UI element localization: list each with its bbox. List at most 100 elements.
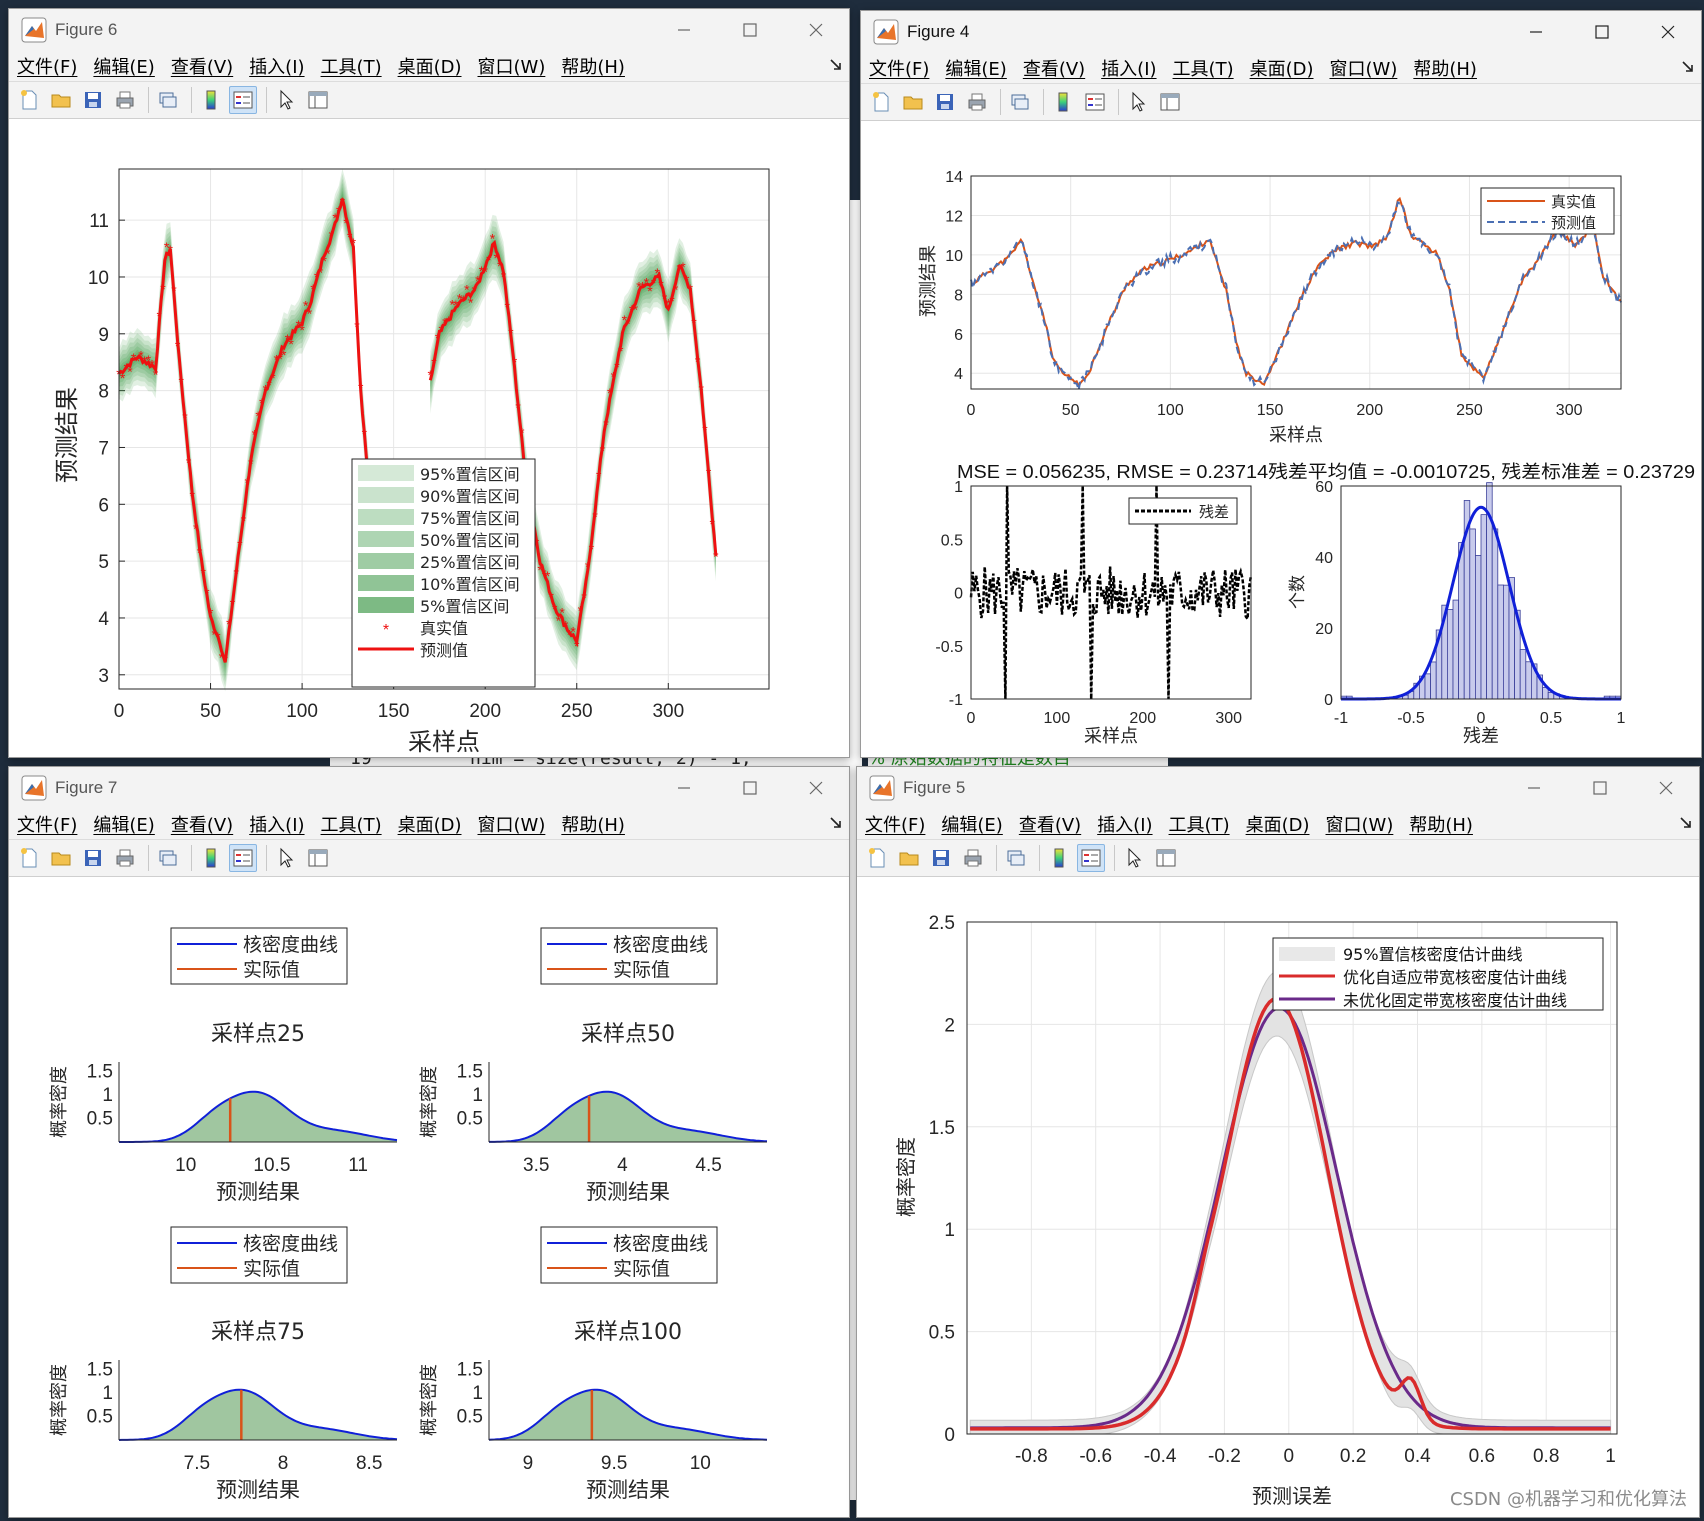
figure7-plot-area[interactable]: 核密度曲线 实际值 采样点25 0.5 1 1.5 10 10.5 11 预测结果 概率密度 核密度曲… xyxy=(9,877,849,1517)
menu-file[interactable]: 文件(F) xyxy=(17,815,78,836)
property-inspector-button[interactable] xyxy=(1156,88,1184,116)
colorbar-button[interactable] xyxy=(197,844,225,872)
menu-tools[interactable]: 工具(T) xyxy=(320,815,382,836)
open-file-button[interactable] xyxy=(895,844,923,872)
print-button[interactable] xyxy=(111,86,139,114)
new-figure-button[interactable] xyxy=(863,844,891,872)
menu-view[interactable]: 查看(V) xyxy=(170,57,234,78)
figure6-plot-area[interactable]: * * * * * * * * * * * * * * * * * * * * * * * * * * * * * * * * * * * * * * * *… xyxy=(9,119,849,757)
maximize-button[interactable] xyxy=(1567,767,1633,809)
close-button[interactable] xyxy=(783,767,849,809)
property-inspector-button[interactable] xyxy=(1152,844,1180,872)
figure5-window[interactable]: Figure 5 文件(F) 编辑(E) 查看(V) 插入(I) 工具(T) 桌… xyxy=(856,766,1700,1518)
legend-button[interactable] xyxy=(1081,88,1109,116)
print-button[interactable] xyxy=(963,88,991,116)
open-file-button[interactable] xyxy=(47,844,75,872)
minimize-button[interactable] xyxy=(1503,11,1569,53)
new-figure-button[interactable] xyxy=(15,844,43,872)
close-button[interactable] xyxy=(783,9,849,51)
colorbar-button[interactable] xyxy=(1049,88,1077,116)
menu-edit[interactable]: 编辑(E) xyxy=(941,815,1003,836)
menu-desktop[interactable]: 桌面(D) xyxy=(397,815,462,836)
menu-desktop[interactable]: 桌面(D) xyxy=(1249,59,1314,80)
menu-help[interactable]: 帮助(H) xyxy=(561,57,625,78)
print-button[interactable] xyxy=(959,844,987,872)
top-legend[interactable]: 真实值 预测值 xyxy=(1480,187,1615,235)
menu-tools[interactable]: 工具(T) xyxy=(1172,59,1234,80)
menu-view[interactable]: 查看(V) xyxy=(170,815,234,836)
save-button[interactable] xyxy=(927,844,955,872)
figure5-plot-area[interactable]: -0.8 -0.6 -0.4 -0.2 0 0.2 0.4 0.6 0.8 1 0 0.5 1 1.5 2… xyxy=(857,877,1699,1517)
figure4-titlebar[interactable]: Figure 4 xyxy=(861,11,1701,53)
menu-desktop[interactable]: 桌面(D) xyxy=(397,57,462,78)
property-inspector-button[interactable] xyxy=(304,86,332,114)
link-plot-button[interactable] xyxy=(154,844,182,872)
menu-window[interactable]: 窗口(W) xyxy=(1325,815,1394,836)
menu-insert[interactable]: 插入(I) xyxy=(249,57,305,78)
maximize-button[interactable] xyxy=(717,9,783,51)
edit-plot-button[interactable] xyxy=(272,844,300,872)
open-file-button[interactable] xyxy=(899,88,927,116)
residual-legend[interactable]: 残差 xyxy=(1128,497,1238,525)
figure7-window[interactable]: Figure 7 文件(F) 编辑(E) 查看(V) 插入(I) 工具(T) 桌… xyxy=(8,766,850,1518)
legend-button[interactable] xyxy=(229,844,257,872)
close-button[interactable] xyxy=(1633,767,1699,809)
legend-button[interactable] xyxy=(1077,844,1105,872)
menu-help[interactable]: 帮助(H) xyxy=(1409,815,1473,836)
menu-edit[interactable]: 编辑(E) xyxy=(93,815,155,836)
open-file-button[interactable] xyxy=(47,86,75,114)
minimize-button[interactable] xyxy=(1501,767,1567,809)
figure7-titlebar[interactable]: Figure 7 xyxy=(9,767,849,809)
menu-edit[interactable]: 编辑(E) xyxy=(93,57,155,78)
close-button[interactable] xyxy=(1635,11,1701,53)
legend[interactable]: 95%置信核密度估计曲线 优化自适应带宽核密度估计曲线 未优化固定带宽核密度估计… xyxy=(1272,937,1604,1011)
new-figure-button[interactable] xyxy=(867,88,895,116)
save-button[interactable] xyxy=(79,844,107,872)
figure6-titlebar[interactable]: Figure 6 xyxy=(9,9,849,51)
menu-view[interactable]: 查看(V) xyxy=(1018,815,1082,836)
menu-help[interactable]: 帮助(H) xyxy=(561,815,625,836)
dock-icon[interactable] xyxy=(1679,815,1693,829)
menu-view[interactable]: 查看(V) xyxy=(1022,59,1086,80)
save-button[interactable] xyxy=(931,88,959,116)
legend[interactable]: 95%置信区间 90%置信区间 75%置信区间 50%置信区间 25%置信区间 10%置信… xyxy=(351,458,536,688)
link-plot-button[interactable] xyxy=(1002,844,1030,872)
figure4-plot-area[interactable]: 0 50 100 150 200 250 300 4 6 8 10 12 14 采样点 预测结果 真实… xyxy=(861,121,1701,757)
save-button[interactable] xyxy=(79,86,107,114)
menu-edit[interactable]: 编辑(E) xyxy=(945,59,1007,80)
figure6-chart[interactable]: ****************************************… xyxy=(9,119,849,758)
menu-window[interactable]: 窗口(W) xyxy=(477,57,546,78)
menu-insert[interactable]: 插入(I) xyxy=(1101,59,1157,80)
figure5-chart[interactable]: -0.8 -0.6 -0.4 -0.2 0 0.2 0.4 0.6 0.8 1 0 0.5 1 1.5 2… xyxy=(857,877,1699,1517)
minimize-button[interactable] xyxy=(651,9,717,51)
minimize-button[interactable] xyxy=(651,767,717,809)
dock-icon[interactable] xyxy=(829,57,843,71)
link-plot-button[interactable] xyxy=(1006,88,1034,116)
print-button[interactable] xyxy=(111,844,139,872)
menu-window[interactable]: 窗口(W) xyxy=(477,815,546,836)
menu-insert[interactable]: 插入(I) xyxy=(1097,815,1153,836)
legend-button[interactable] xyxy=(229,86,257,114)
dock-icon[interactable] xyxy=(1681,59,1695,73)
link-plot-button[interactable] xyxy=(154,86,182,114)
menu-window[interactable]: 窗口(W) xyxy=(1329,59,1398,80)
edit-plot-button[interactable] xyxy=(1124,88,1152,116)
edit-plot-button[interactable] xyxy=(1120,844,1148,872)
menu-file[interactable]: 文件(F) xyxy=(865,815,926,836)
menu-tools[interactable]: 工具(T) xyxy=(320,57,382,78)
maximize-button[interactable] xyxy=(1569,11,1635,53)
colorbar-button[interactable] xyxy=(1045,844,1073,872)
figure6-window[interactable]: Figure 6 文件(F) 编辑(E) 查看(V) 插入(I) 工具(T) 桌… xyxy=(8,8,850,758)
menu-tools[interactable]: 工具(T) xyxy=(1168,815,1230,836)
menu-insert[interactable]: 插入(I) xyxy=(249,815,305,836)
dock-icon[interactable] xyxy=(829,815,843,829)
figure4-window[interactable]: Figure 4 文件(F) 编辑(E) 查看(V) 插入(I) 工具(T) 桌… xyxy=(860,10,1702,758)
menu-file[interactable]: 文件(F) xyxy=(869,59,930,80)
menu-help[interactable]: 帮助(H) xyxy=(1413,59,1477,80)
colorbar-button[interactable] xyxy=(197,86,225,114)
menu-desktop[interactable]: 桌面(D) xyxy=(1245,815,1310,836)
maximize-button[interactable] xyxy=(717,767,783,809)
edit-plot-button[interactable] xyxy=(272,86,300,114)
